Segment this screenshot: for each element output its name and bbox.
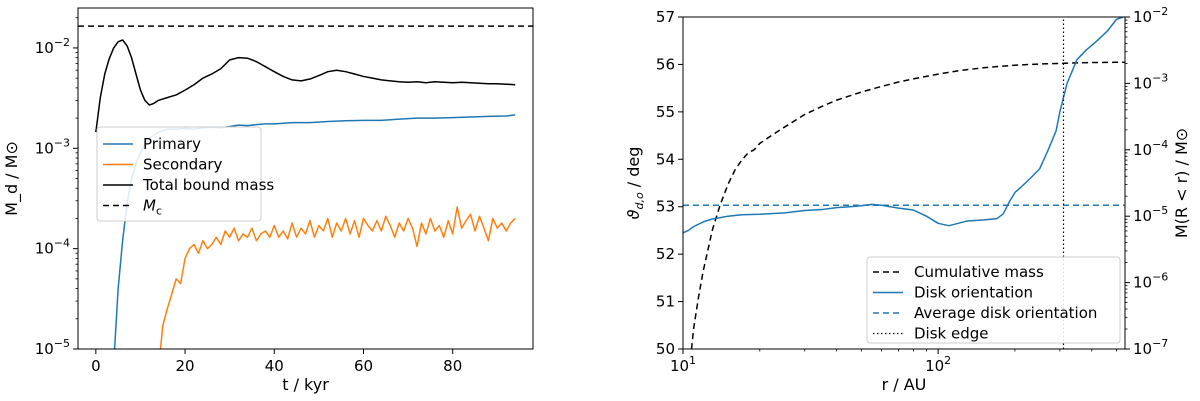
x-tick-label: 20 (176, 357, 195, 375)
x-tick-label: 40 (265, 357, 284, 375)
x-tick-label: 102 (925, 354, 951, 375)
right-series-group (683, 17, 1125, 349)
y-right-tick-label: 10−3 (1133, 71, 1168, 92)
y-right-tick-label: 10−2 (1133, 5, 1168, 26)
right-plot-frame (682, 16, 1126, 350)
left-legend: Primary Secondary Total bound mass Mc (96, 126, 274, 222)
y-right-tick-label: 10−7 (1133, 337, 1168, 358)
legend-label: Primary (143, 135, 201, 153)
right-panel: 50 51 52 53 54 55 56 57 10−7 10−6 10−5 10−4 10−3 10−2… (624, 5, 1191, 394)
legend-label: Secondary (143, 156, 223, 174)
x-tick-label: 101 (670, 354, 696, 375)
legend-label: Total bound mass (142, 176, 274, 194)
series-cumulative-mass-line (690, 61, 1125, 349)
y-right-tick-label: 10−4 (1133, 138, 1168, 159)
y-tick-label: 10−5 (35, 337, 70, 358)
y-left-tick-label: 52 (656, 245, 675, 263)
legend-label: Cumulative mass (914, 263, 1044, 281)
y-left-tick-label: 55 (656, 103, 675, 121)
y-left-tick-label: 50 (656, 340, 675, 358)
x-tick-label: 0 (91, 357, 101, 375)
y-tick-label: 10−4 (35, 237, 70, 258)
y-left-tick-label: 56 (656, 55, 675, 73)
right-left-y-axis-label: ϑd,o / deg (624, 147, 646, 220)
y-left-tick-label: 51 (656, 293, 675, 311)
legend-label: Average disk orientation (914, 304, 1097, 322)
series-total-bound-mass-line (95, 39, 516, 133)
right-right-y-axis-label: M(R < r) / M⊙ (1172, 128, 1191, 238)
y-right-tick-label: 10−6 (1133, 271, 1168, 292)
y-left-tick-label: 57 (656, 8, 675, 26)
y-left-tick-label: 54 (656, 150, 675, 168)
y-tick-label: 10−2 (35, 36, 70, 57)
legend-label: Mc (143, 197, 162, 218)
x-tick-label: 60 (354, 357, 373, 375)
series-secondary-line (159, 206, 516, 349)
right-x-axis-label: r / AU (882, 375, 927, 394)
y-left-tick-label: 53 (656, 198, 675, 216)
left-plot-frame (77, 7, 534, 350)
left-x-axis-label: t / kyr (282, 375, 329, 394)
left-y-axis-label: M_d / M⊙ (2, 141, 22, 216)
legend-label: Disk orientation (914, 284, 1033, 302)
right-legend-box (866, 256, 1121, 344)
y-right-tick-label: 10−5 (1133, 204, 1168, 225)
y-tick-label: 10−3 (35, 136, 70, 157)
legend-label: Disk edge (914, 325, 989, 343)
left-panel: 10−5 10−4 10−3 10−2 0 20 40 60 80 t / kyr M_d / M⊙… (2, 7, 534, 394)
right-legend: Cumulative mass Disk orientation Average d… (866, 256, 1121, 344)
x-tick-label: 80 (443, 357, 462, 375)
left-legend-box (96, 126, 262, 222)
series-disk-orientation-line (683, 17, 1124, 234)
